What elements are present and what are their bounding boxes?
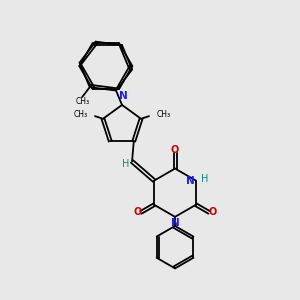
Text: O: O: [171, 145, 179, 155]
Text: N: N: [186, 176, 194, 186]
Text: N: N: [119, 92, 128, 101]
Text: N: N: [171, 218, 179, 228]
Text: H: H: [122, 159, 129, 169]
Text: CH₃: CH₃: [75, 97, 89, 106]
Text: CH₃: CH₃: [157, 110, 171, 119]
Text: O: O: [208, 207, 217, 218]
Text: O: O: [133, 207, 141, 218]
Text: H: H: [201, 174, 208, 184]
Text: CH₃: CH₃: [73, 110, 87, 119]
